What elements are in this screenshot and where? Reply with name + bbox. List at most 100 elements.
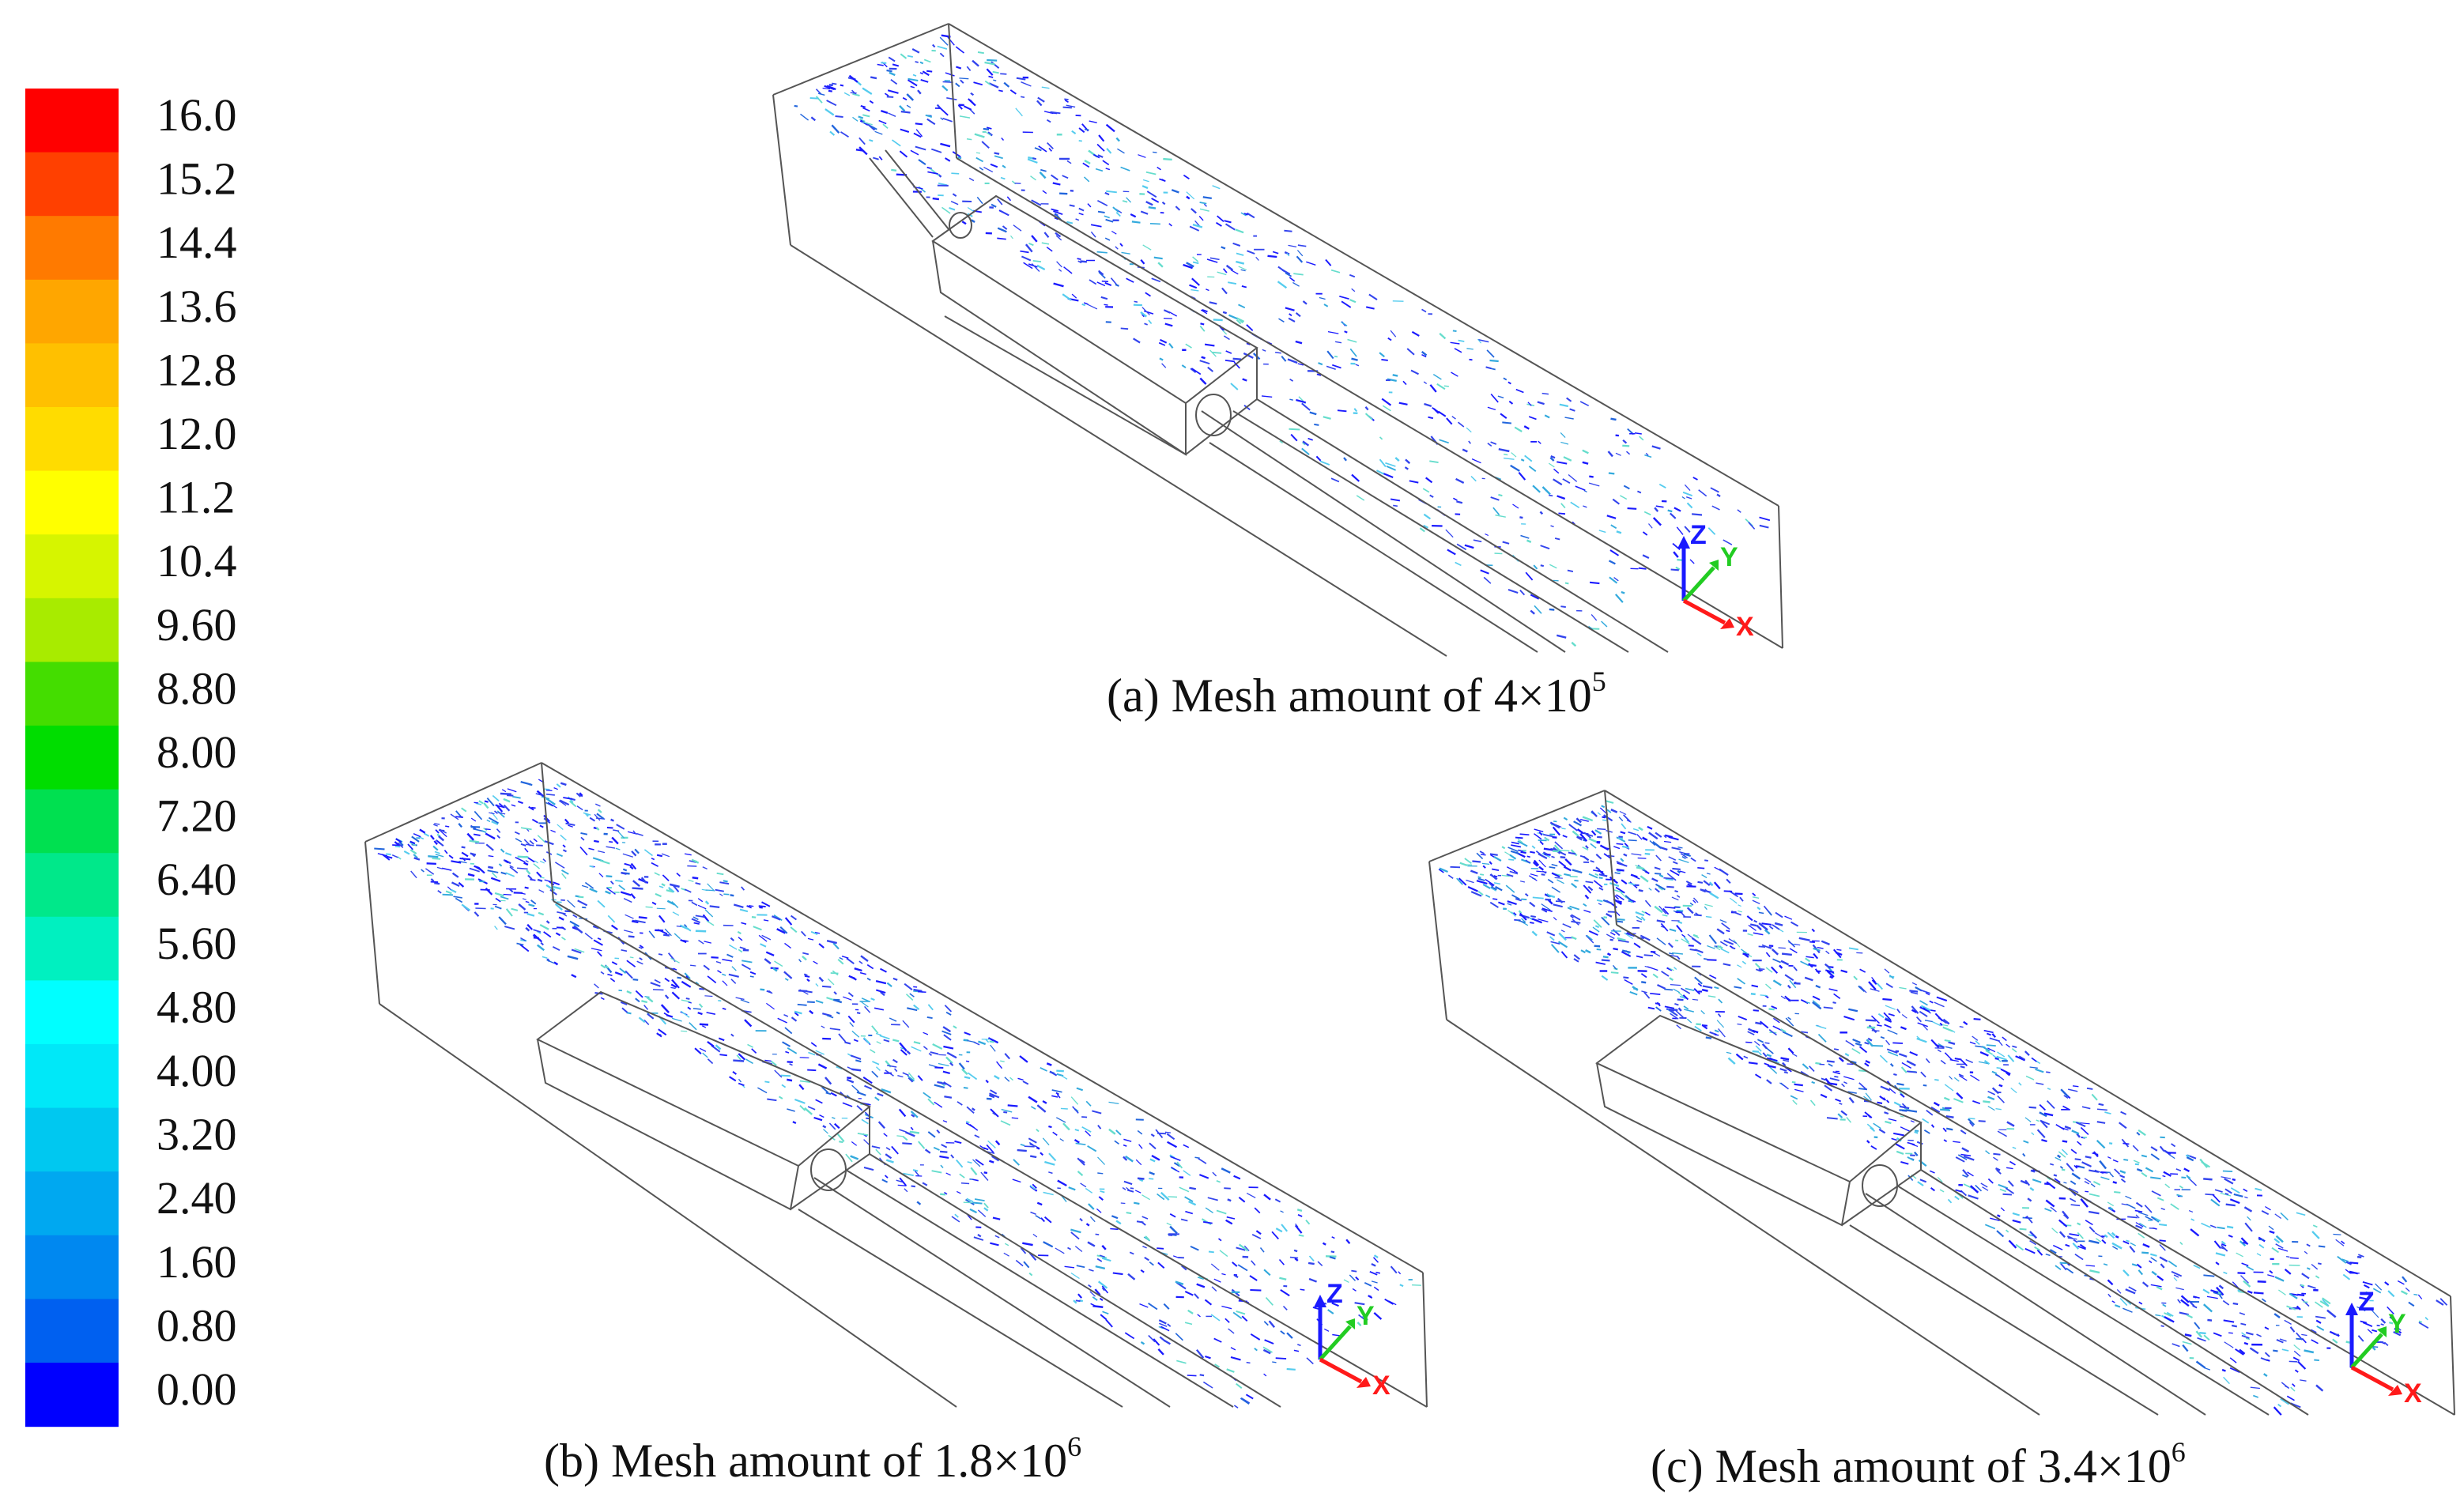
streamline-segment	[1610, 809, 1618, 813]
streamline-segment	[852, 92, 860, 96]
streamline-segment	[1812, 1000, 1821, 1007]
streamline-segment	[1658, 483, 1666, 488]
streamline-segment	[1779, 964, 1783, 969]
streamline-segment	[500, 871, 507, 875]
streamline-segment	[1351, 1269, 1357, 1273]
streamline-segment	[1323, 304, 1329, 307]
streamline-segment	[1598, 873, 1608, 877]
streamline-segment	[1652, 973, 1658, 979]
streamline-segment	[817, 92, 825, 96]
streamline-segment	[799, 1080, 811, 1083]
streamline-segment	[1809, 1099, 1816, 1107]
streamline-segment	[1626, 931, 1636, 937]
streamline-segment	[1288, 244, 1297, 248]
streamline-segment	[1490, 886, 1497, 891]
streamline-segment	[1572, 830, 1579, 837]
streamline-segment	[1104, 237, 1111, 241]
streamline-segment	[1183, 174, 1190, 180]
streamline-segment	[1096, 281, 1106, 287]
streamline-segment	[1749, 923, 1757, 927]
streamline-segment	[1167, 1323, 1172, 1327]
streamline-segment	[533, 933, 543, 943]
streamline-segment	[1593, 869, 1604, 873]
streamline-segment	[2100, 1176, 2110, 1181]
streamline-segment	[2015, 1243, 2024, 1251]
streamline-segment	[1153, 1338, 1160, 1346]
streamline-segment	[1373, 1312, 1383, 1320]
streamline-segment	[1373, 1286, 1379, 1292]
streamline-segment	[819, 1114, 824, 1118]
streamline-segment	[1095, 168, 1104, 172]
streamline-segment	[1813, 952, 1819, 960]
streamline-segment	[1811, 1080, 1816, 1084]
streamline-segment	[629, 866, 634, 870]
streamline-segment	[1670, 869, 1680, 877]
streamline-segment	[1305, 1219, 1311, 1225]
streamline-segment	[1197, 1277, 1204, 1280]
streamline-segment	[1885, 1039, 1890, 1046]
streamline-segment	[1467, 885, 1478, 892]
streamline-segment	[475, 907, 486, 910]
streamline-segment	[537, 944, 545, 952]
streamline-segment	[1192, 223, 1203, 228]
streamline-segment	[832, 942, 840, 950]
streamline-segment	[1331, 1302, 1339, 1307]
triad-y-label: Y	[2388, 1309, 2406, 1339]
streamline-segment	[1318, 362, 1323, 366]
streamline-segment	[2085, 1265, 2096, 1267]
streamline-segment	[1372, 1257, 1379, 1263]
streamline-segment	[1910, 1120, 1915, 1123]
streamline-segment	[1140, 1269, 1145, 1273]
streamline-segment	[2173, 1277, 2178, 1281]
streamline-segment	[757, 1087, 768, 1094]
streamline-segment	[885, 1159, 894, 1163]
streamline-segment	[486, 797, 495, 807]
streamline-segment	[2240, 1322, 2247, 1326]
streamline-segment	[870, 76, 877, 80]
streamline-segment	[1841, 1083, 1845, 1088]
streamline-segment	[568, 824, 573, 828]
streamline-segment	[983, 1171, 988, 1175]
streamline-segment	[1554, 877, 1563, 879]
streamline-segment	[670, 983, 677, 989]
streamline-segment	[2341, 1258, 2349, 1262]
streamline-segment	[1343, 457, 1347, 462]
streamline-segment	[1997, 1095, 2005, 1103]
streamline-segment	[2408, 1301, 2415, 1307]
streamline-segment	[2371, 1309, 2379, 1318]
streamline-segment	[1907, 1141, 1915, 1145]
streamline-segment	[2372, 1346, 2376, 1351]
streamline-segment	[806, 990, 813, 994]
streamline-segment	[1873, 1122, 1881, 1130]
streamline-segment	[917, 1075, 923, 1081]
streamline-segment	[1768, 926, 1774, 930]
streamline-segment	[1717, 1013, 1722, 1017]
streamline-segment	[1596, 899, 1603, 903]
streamline-segment	[912, 74, 917, 77]
streamline-segment	[421, 869, 425, 873]
streamline-segment	[1371, 1263, 1376, 1267]
streamline-segment	[1337, 409, 1347, 413]
streamline-segment	[798, 959, 802, 963]
streamline-segment	[1122, 1186, 1126, 1190]
streamline-segment	[1188, 1201, 1197, 1206]
streamline-segment	[1190, 208, 1197, 214]
streamline-segment	[2006, 1167, 2013, 1170]
streamline-segment	[1293, 273, 1304, 276]
streamline-segment	[992, 70, 999, 74]
streamline-segment	[1181, 1265, 1187, 1271]
streamline-segment	[1406, 348, 1415, 356]
streamline-segment	[1217, 215, 1224, 222]
streamline-segment	[791, 915, 797, 921]
colorbar-swatch	[25, 1107, 119, 1172]
streamline-segment	[749, 905, 754, 907]
streamline-segment	[1066, 160, 1072, 164]
streamline-segment	[1277, 266, 1285, 273]
streamline-segment	[974, 133, 985, 138]
streamline-segment	[610, 818, 614, 822]
streamline-segment	[1186, 191, 1195, 200]
streamline-segment	[1551, 886, 1561, 893]
streamline-segment	[957, 1190, 961, 1194]
streamline-segment	[943, 1034, 952, 1041]
panel-c: Z Y X (c) Mesh amount of 3.4×106	[1428, 790, 2455, 1492]
